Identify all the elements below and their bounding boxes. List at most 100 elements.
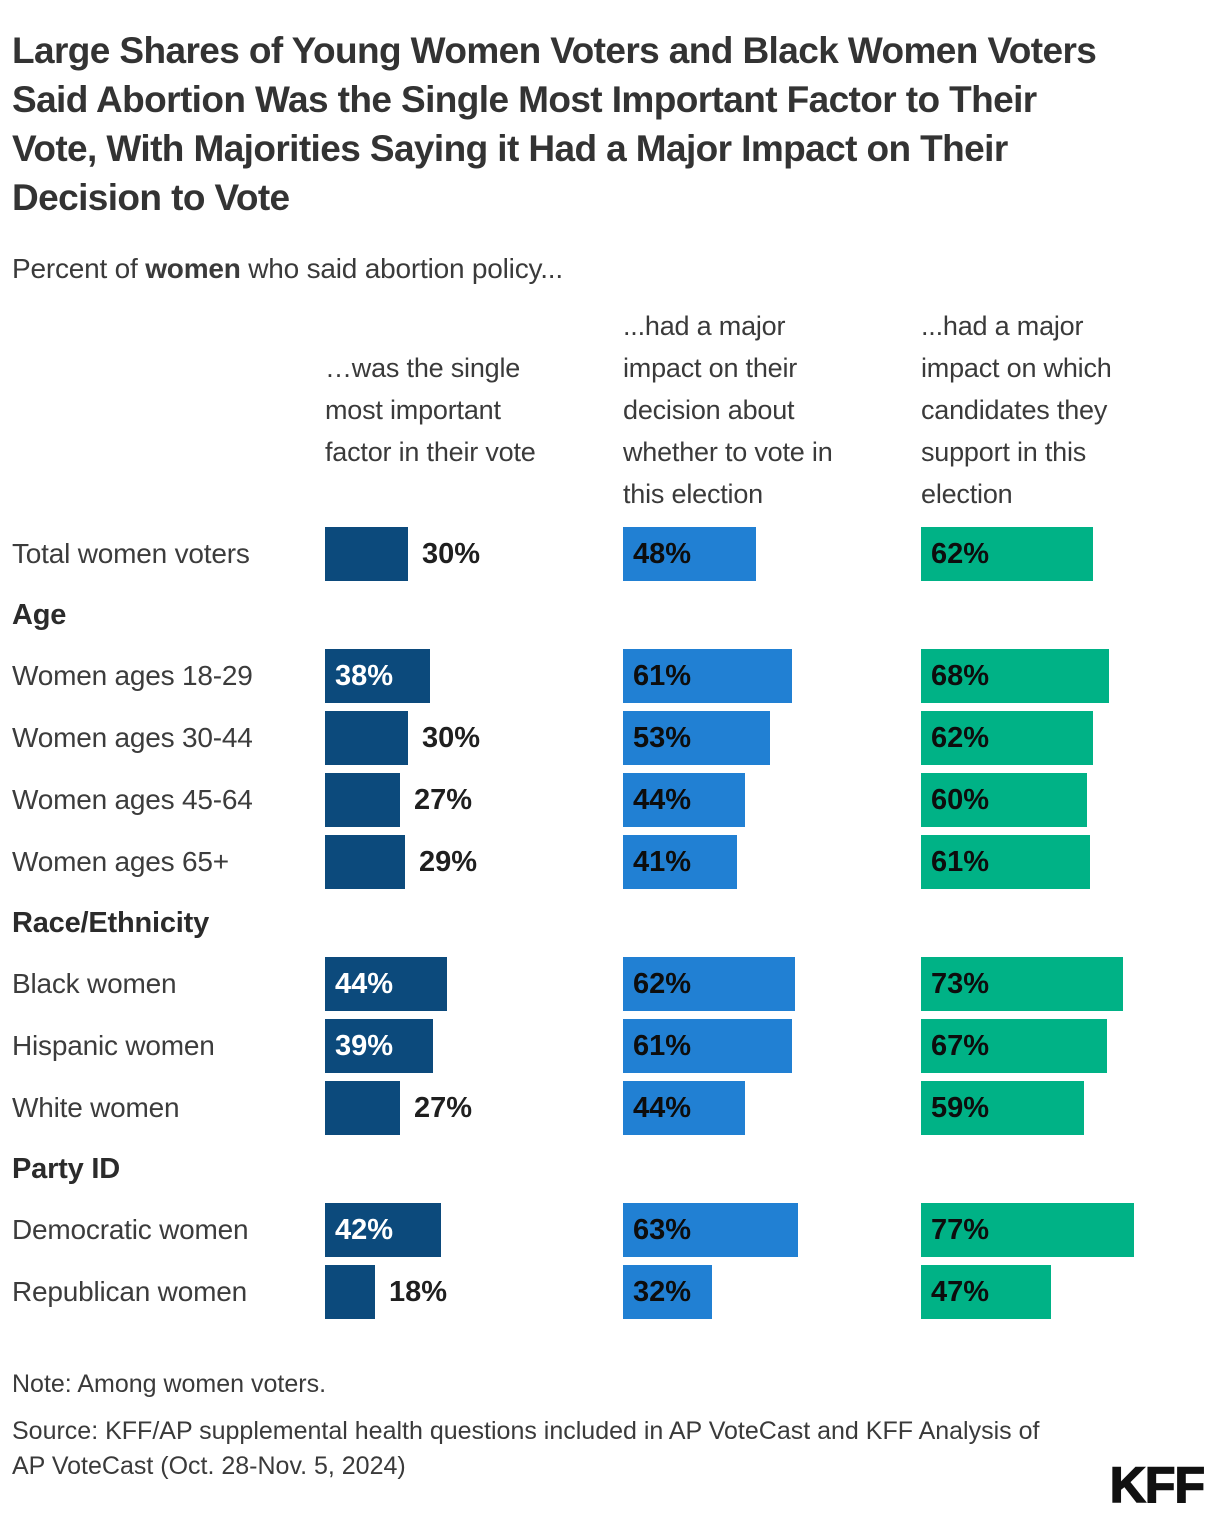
value-label: 47% — [931, 1275, 990, 1308]
value-label: 30% — [422, 537, 481, 570]
bar-major-impact-candidate-support: 60% — [921, 773, 1087, 827]
bar-major-impact-candidate-support: 61% — [921, 835, 1090, 889]
bar-cell-major-impact-decision-to-vote: 53% — [623, 711, 921, 765]
value-label: 61% — [633, 1029, 692, 1062]
value-label: 27% — [414, 1091, 473, 1124]
bar-cell-single-most-important-factor: 29% — [325, 835, 623, 889]
value-label: 44% — [633, 783, 692, 816]
bar-major-impact-decision-to-vote: 32% — [623, 1265, 712, 1319]
bar-cell-major-impact-candidate-support: 77% — [921, 1203, 1219, 1257]
value-label: 63% — [633, 1213, 692, 1246]
value-label: 44% — [633, 1091, 692, 1124]
bar-major-impact-decision-to-vote: 61% — [623, 1019, 792, 1073]
bar-cell-single-most-important-factor: 44% — [325, 957, 623, 1011]
row-label: Women ages 30-44 — [12, 722, 253, 753]
bar-cell-major-impact-candidate-support: 62% — [921, 527, 1219, 581]
bar-single-most-important-factor — [325, 527, 408, 581]
row-label: White women — [12, 1092, 180, 1123]
row-label: Democratic women — [12, 1214, 249, 1245]
bar-major-impact-candidate-support: 68% — [921, 649, 1109, 703]
value-label: 73% — [931, 967, 990, 1000]
table-row-women-ages-30-44: Women ages 30-44 30% 53% 62% — [12, 711, 1208, 765]
bar-cell-major-impact-candidate-support: 47% — [921, 1265, 1219, 1319]
bar-major-impact-candidate-support: 59% — [921, 1081, 1084, 1135]
bar-single-most-important-factor — [325, 1265, 375, 1319]
bar-major-impact-decision-to-vote: 41% — [623, 835, 737, 889]
note-text: Note: Among women voters. — [12, 1370, 327, 1398]
value-label: 61% — [633, 659, 692, 692]
bar-major-impact-candidate-support: 62% — [921, 711, 1093, 765]
bar-single-most-important-factor: 39% — [325, 1019, 433, 1073]
value-label: 42% — [335, 1213, 394, 1246]
column-header-major-impact-decision-to-vote: ...had a major impact on their decision … — [623, 311, 833, 509]
bar-cell-major-impact-decision-to-vote: 61% — [623, 1019, 921, 1073]
bar-cell-major-impact-candidate-support: 73% — [921, 957, 1219, 1011]
bar-single-most-important-factor — [325, 773, 400, 827]
row-label: Black women — [12, 968, 177, 999]
table-row-black-women: Black women 44% 62% 73% — [12, 957, 1208, 1011]
subtitle-suffix: who said abortion policy... — [240, 253, 563, 284]
bar-cell-major-impact-candidate-support: 67% — [921, 1019, 1219, 1073]
value-label: 53% — [633, 721, 692, 754]
row-label: Total women voters — [12, 538, 250, 569]
bar-cell-major-impact-decision-to-vote: 44% — [623, 1081, 921, 1135]
value-label: 32% — [633, 1275, 692, 1308]
row-label: Women ages 45-64 — [12, 784, 253, 815]
bar-major-impact-decision-to-vote: 44% — [623, 1081, 745, 1135]
section-label: Party ID — [12, 1152, 120, 1185]
chart-page: Large Shares of Young Women Voters and B… — [12, 30, 1219, 1480]
table-row-democratic-women: Democratic women 42% 63% 77% — [12, 1203, 1208, 1257]
bar-cell-major-impact-candidate-support: 59% — [921, 1081, 1219, 1135]
value-label: 59% — [931, 1091, 990, 1124]
bar-major-impact-candidate-support: 67% — [921, 1019, 1107, 1073]
value-label: 62% — [931, 721, 990, 754]
row-label: Republican women — [12, 1276, 247, 1307]
bar-major-impact-decision-to-vote: 48% — [623, 527, 756, 581]
bar-major-impact-candidate-support: 73% — [921, 957, 1123, 1011]
bar-single-most-important-factor — [325, 711, 408, 765]
value-label: 60% — [931, 783, 990, 816]
source-text: Source: KFF/AP supplemental health quest… — [12, 1417, 1040, 1480]
bar-major-impact-decision-to-vote: 44% — [623, 773, 745, 827]
bar-cell-major-impact-decision-to-vote: 48% — [623, 527, 921, 581]
table-row-republican-women: Republican women 18% 32% 47% — [12, 1265, 1208, 1319]
bar-major-impact-decision-to-vote: 53% — [623, 711, 770, 765]
table-row-hispanic-women: Hispanic women 39% 61% 67% — [12, 1019, 1208, 1073]
bar-major-impact-candidate-support: 47% — [921, 1265, 1051, 1319]
value-label: 67% — [931, 1029, 990, 1062]
section-label: Race/Ethnicity — [12, 906, 210, 939]
bar-cell-major-impact-decision-to-vote: 32% — [623, 1265, 921, 1319]
bar-cell-single-most-important-factor: 30% — [325, 527, 623, 581]
bar-single-most-important-factor: 42% — [325, 1203, 441, 1257]
value-label: 77% — [931, 1213, 990, 1246]
bar-cell-major-impact-decision-to-vote: 62% — [623, 957, 921, 1011]
page-subtitle: Percent of women who said abortion polic… — [12, 253, 1208, 285]
column-header-major-impact-candidate-support: ...had a major impact on which candidate… — [921, 311, 1112, 509]
table-row-women-ages-45-64: Women ages 45-64 27% 44% 60% — [12, 773, 1208, 827]
bar-cell-single-most-important-factor: 27% — [325, 1081, 623, 1135]
value-label: 18% — [389, 1275, 448, 1308]
bar-cell-major-impact-decision-to-vote: 61% — [623, 649, 921, 703]
subtitle-emphasis: women — [145, 253, 241, 284]
section-header-race-ethnicity: Race/Ethnicity — [12, 902, 1208, 944]
row-label: Hispanic women — [12, 1030, 215, 1061]
value-label: 41% — [633, 845, 692, 878]
bar-cell-single-most-important-factor: 18% — [325, 1265, 623, 1319]
bar-cell-major-impact-candidate-support: 60% — [921, 773, 1219, 827]
bar-cell-single-most-important-factor: 39% — [325, 1019, 623, 1073]
bar-cell-major-impact-decision-to-vote: 44% — [623, 773, 921, 827]
bar-cell-single-most-important-factor: 42% — [325, 1203, 623, 1257]
value-label: 27% — [414, 783, 473, 816]
value-label: 68% — [931, 659, 990, 692]
page-title: Large Shares of Young Women Voters and B… — [12, 30, 1097, 218]
bar-cell-major-impact-candidate-support: 68% — [921, 649, 1219, 703]
bar-cell-major-impact-decision-to-vote: 63% — [623, 1203, 921, 1257]
bar-major-impact-candidate-support: 62% — [921, 527, 1093, 581]
bar-single-most-important-factor — [325, 1081, 400, 1135]
table-row-total-women-voters: Total women voters 30% 48% 62% — [12, 527, 1208, 581]
bar-major-impact-candidate-support: 77% — [921, 1203, 1134, 1257]
section-header-party-id: Party ID — [12, 1148, 1208, 1190]
section-label: Age — [12, 598, 67, 631]
row-label: Women ages 65+ — [12, 846, 229, 877]
bar-major-impact-decision-to-vote: 63% — [623, 1203, 798, 1257]
